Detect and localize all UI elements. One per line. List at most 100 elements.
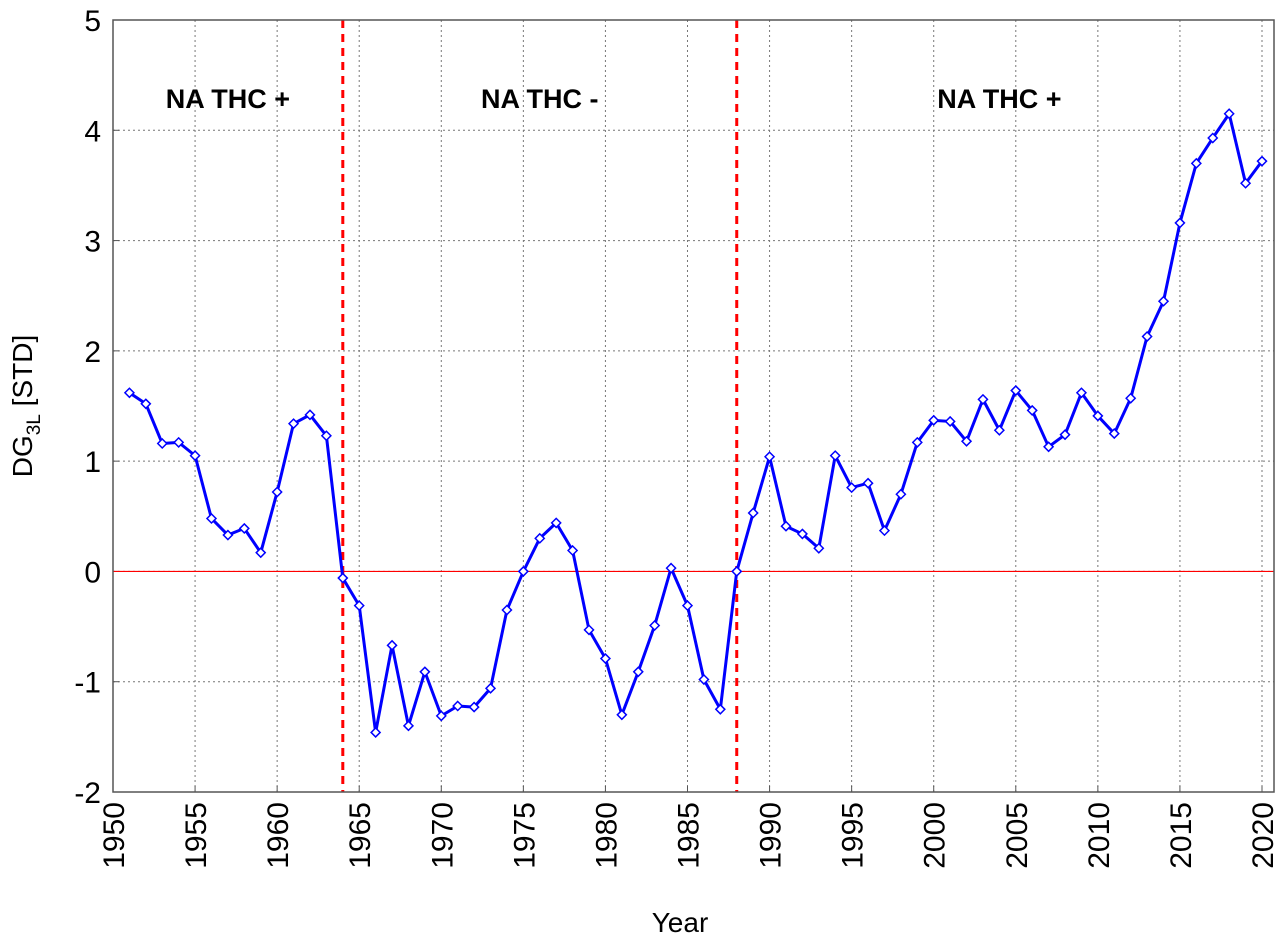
x-tick-label: 1975	[508, 802, 541, 869]
y-axis-label-subscript: 3L	[24, 414, 45, 435]
data-point-marker	[1157, 295, 1170, 307]
data-point-marker	[1092, 410, 1104, 422]
data-point-marker	[780, 520, 792, 532]
data-point-marker	[1223, 108, 1235, 120]
reference-lines	[113, 20, 1274, 792]
data-point-marker	[550, 517, 562, 529]
tick-labels: 1950 1955 1960 1965 1970 1975 1980 1985 1990 1995…	[74, 5, 1280, 869]
data-point-marker	[238, 522, 250, 534]
y-tick-label: 5	[84, 5, 101, 38]
data-point-marker	[517, 565, 529, 577]
regime-label: NA THC -	[481, 84, 598, 114]
data-point-marker	[747, 507, 759, 519]
data-point-marker	[304, 409, 316, 421]
data-point-marker	[928, 414, 940, 426]
data-point-marker	[501, 604, 513, 616]
data-point-marker	[698, 673, 710, 686]
y-tick-label: -1	[74, 667, 101, 700]
data-point-marker	[1010, 384, 1022, 397]
data-point-marker	[714, 703, 726, 715]
data-point-marker	[1174, 217, 1186, 229]
y-tick-label: 4	[84, 115, 101, 148]
data-point-marker	[649, 619, 661, 632]
x-tick-label: 1985	[673, 802, 706, 869]
data-point-marker	[156, 437, 168, 450]
data-point-marker	[222, 529, 234, 541]
data-point-marker	[796, 528, 808, 540]
data-point-marker	[320, 430, 332, 442]
data-point-marker	[993, 424, 1005, 436]
data-point-marker	[1240, 177, 1252, 189]
y-tick-label: -2	[74, 777, 101, 810]
data-point-marker	[337, 572, 349, 584]
data-point-marker	[287, 418, 300, 430]
data-point-marker	[944, 415, 956, 428]
data-point-marker	[1075, 387, 1088, 399]
data-point-marker	[567, 544, 579, 557]
data-point-marker	[173, 436, 185, 448]
data-point-marker	[829, 450, 841, 462]
y-axis-label-main: DG	[7, 435, 38, 477]
data-point-marker	[862, 477, 874, 489]
regime-label: NA THC +	[166, 84, 290, 114]
plot-frame	[112, 19, 1275, 793]
data-point-marker	[271, 486, 283, 498]
y-axis-label: DG3L [STD]	[7, 335, 45, 477]
x-tick-label: 1970	[426, 802, 459, 869]
grid	[112, 19, 1274, 793]
data-point-marker	[846, 482, 858, 494]
data-point-marker	[977, 393, 989, 405]
data-point-marker	[895, 488, 907, 500]
y-tick-label: 2	[84, 336, 101, 369]
x-tick-label: 1980	[590, 802, 623, 869]
x-tick-label: 2010	[1083, 802, 1116, 869]
x-tick-label: 2015	[1165, 802, 1198, 869]
data-point-marker	[616, 709, 628, 721]
data-point-marker	[1190, 157, 1202, 169]
data-point-marker	[1043, 441, 1055, 453]
x-tick-label: 1955	[180, 802, 213, 869]
data-point-marker	[1141, 330, 1153, 343]
data-point-marker	[960, 435, 973, 447]
data-point-marker	[140, 398, 152, 410]
data-point-marker	[1026, 404, 1038, 416]
regime-label: NA THC +	[937, 84, 1061, 114]
x-tick-label: 1960	[262, 802, 295, 869]
data-point-marker	[632, 666, 644, 678]
data-point-marker	[255, 547, 267, 559]
data-point-marker	[731, 565, 743, 577]
data-point-marker	[435, 710, 447, 722]
data-point-marker	[1059, 429, 1071, 441]
data-point-marker	[1125, 392, 1137, 404]
data-point-marker	[583, 624, 595, 636]
data-point-marker	[681, 600, 694, 612]
x-tick-label: 2020	[1247, 802, 1280, 869]
data-point-marker	[370, 726, 382, 739]
y-tick-label: 1	[84, 446, 101, 479]
y-tick-label: 0	[84, 556, 101, 589]
data-point-marker	[878, 525, 891, 537]
annotations: NA THC + NA THC - NA THC +	[166, 84, 1062, 114]
data-point-marker	[402, 720, 415, 732]
series-line	[123, 108, 1268, 739]
data-point-marker	[1207, 132, 1219, 144]
data-point-marker	[911, 436, 923, 448]
data-point-marker	[419, 666, 431, 678]
data-point-marker	[534, 532, 546, 544]
data-point-marker	[468, 701, 480, 713]
y-tick-label: 3	[84, 226, 101, 259]
x-tick-label: 2000	[919, 802, 952, 869]
y-axis-label-unit: [STD]	[7, 335, 38, 414]
x-axis-label: Year	[652, 907, 709, 938]
x-tick-label: 1965	[344, 802, 377, 869]
data-point-marker	[599, 652, 611, 665]
data-point-marker	[386, 639, 398, 651]
x-tick-label: 1950	[98, 802, 131, 869]
data-point-marker	[1108, 428, 1120, 440]
x-tick-label: 1990	[755, 802, 788, 869]
series-path	[128, 112, 1264, 734]
data-point-marker	[665, 562, 677, 574]
x-tick-label: 1995	[837, 802, 870, 869]
x-tick-label: 2005	[1001, 802, 1034, 869]
